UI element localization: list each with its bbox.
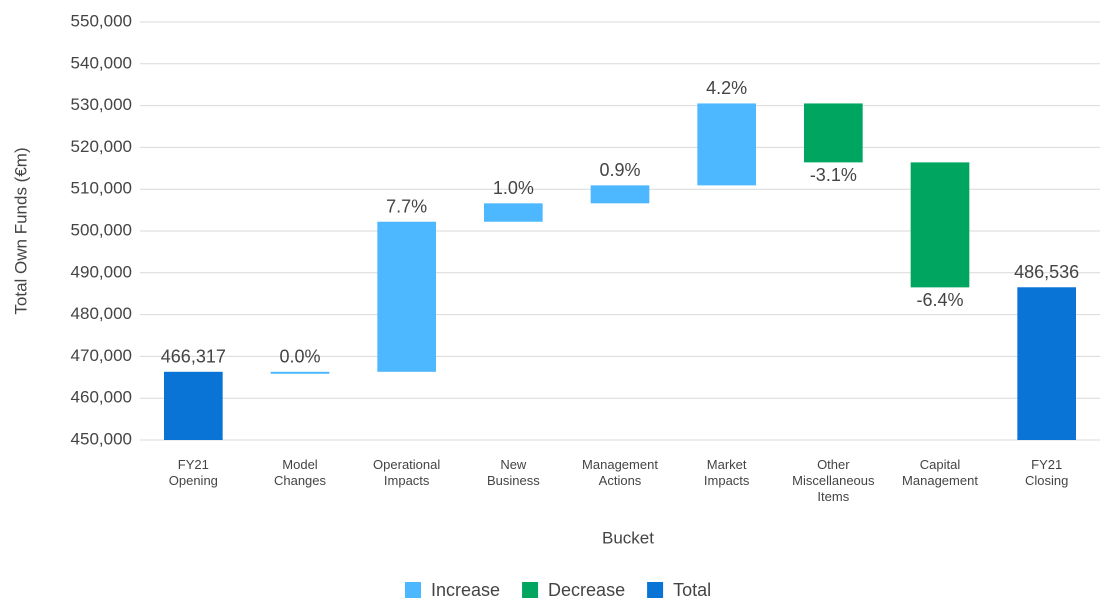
- bar: [377, 221, 436, 372]
- y-axis-title: Total Own Funds (€m): [11, 147, 30, 314]
- data-label: -3.1%: [810, 165, 857, 185]
- bar: [590, 185, 650, 204]
- x-tick-label: Operational Impacts: [373, 457, 440, 488]
- bar: [484, 203, 543, 222]
- y-tick-label: 520,000: [71, 137, 132, 156]
- data-label: 0.9%: [599, 160, 640, 180]
- x-tick-label: Model Changes: [274, 457, 327, 488]
- data-label: 1.0%: [493, 178, 534, 198]
- data-label: 486,536: [1014, 262, 1079, 282]
- legend-label: Total: [673, 580, 711, 599]
- y-tick-label: 450,000: [71, 429, 132, 448]
- x-tick-label: FY21 Closing: [1025, 457, 1068, 488]
- data-label: 0.0%: [279, 347, 320, 367]
- y-tick-label: 490,000: [71, 262, 132, 281]
- y-tick-label: 480,000: [71, 304, 132, 323]
- y-tick-label: 540,000: [71, 53, 132, 72]
- y-tick-label: 550,000: [71, 11, 132, 30]
- legend-swatch: [405, 582, 421, 598]
- legend-label: Increase: [431, 580, 500, 599]
- y-tick-label: 500,000: [71, 220, 132, 239]
- bar: [1017, 287, 1076, 440]
- bar: [804, 103, 863, 163]
- data-label: 4.2%: [706, 78, 747, 98]
- data-label: 466,317: [161, 347, 226, 367]
- data-label: 7.7%: [386, 196, 427, 216]
- bar: [910, 162, 970, 288]
- x-tick-label: New Business: [487, 457, 540, 488]
- legend-label: Decrease: [548, 580, 625, 599]
- bar: [270, 371, 330, 374]
- bar: [697, 103, 756, 186]
- legend-swatch: [647, 582, 664, 598]
- legend-swatch: [522, 582, 539, 598]
- x-tick-label: Market Impacts: [704, 457, 750, 488]
- bar: [164, 371, 223, 440]
- y-tick-label: 460,000: [71, 388, 132, 407]
- y-tick-label: 530,000: [71, 95, 132, 114]
- x-axis-title: Bucket: [602, 528, 654, 547]
- x-tick-label: Management Actions: [582, 457, 658, 488]
- x-tick-label: FY21 Opening: [169, 457, 218, 488]
- data-label: -6.4%: [916, 290, 963, 310]
- y-tick-label: 510,000: [71, 179, 132, 198]
- x-tick-label: Capital Management: [902, 457, 978, 488]
- y-tick-label: 470,000: [71, 346, 132, 365]
- x-tick-label: Other Miscellaneous Items: [792, 457, 875, 504]
